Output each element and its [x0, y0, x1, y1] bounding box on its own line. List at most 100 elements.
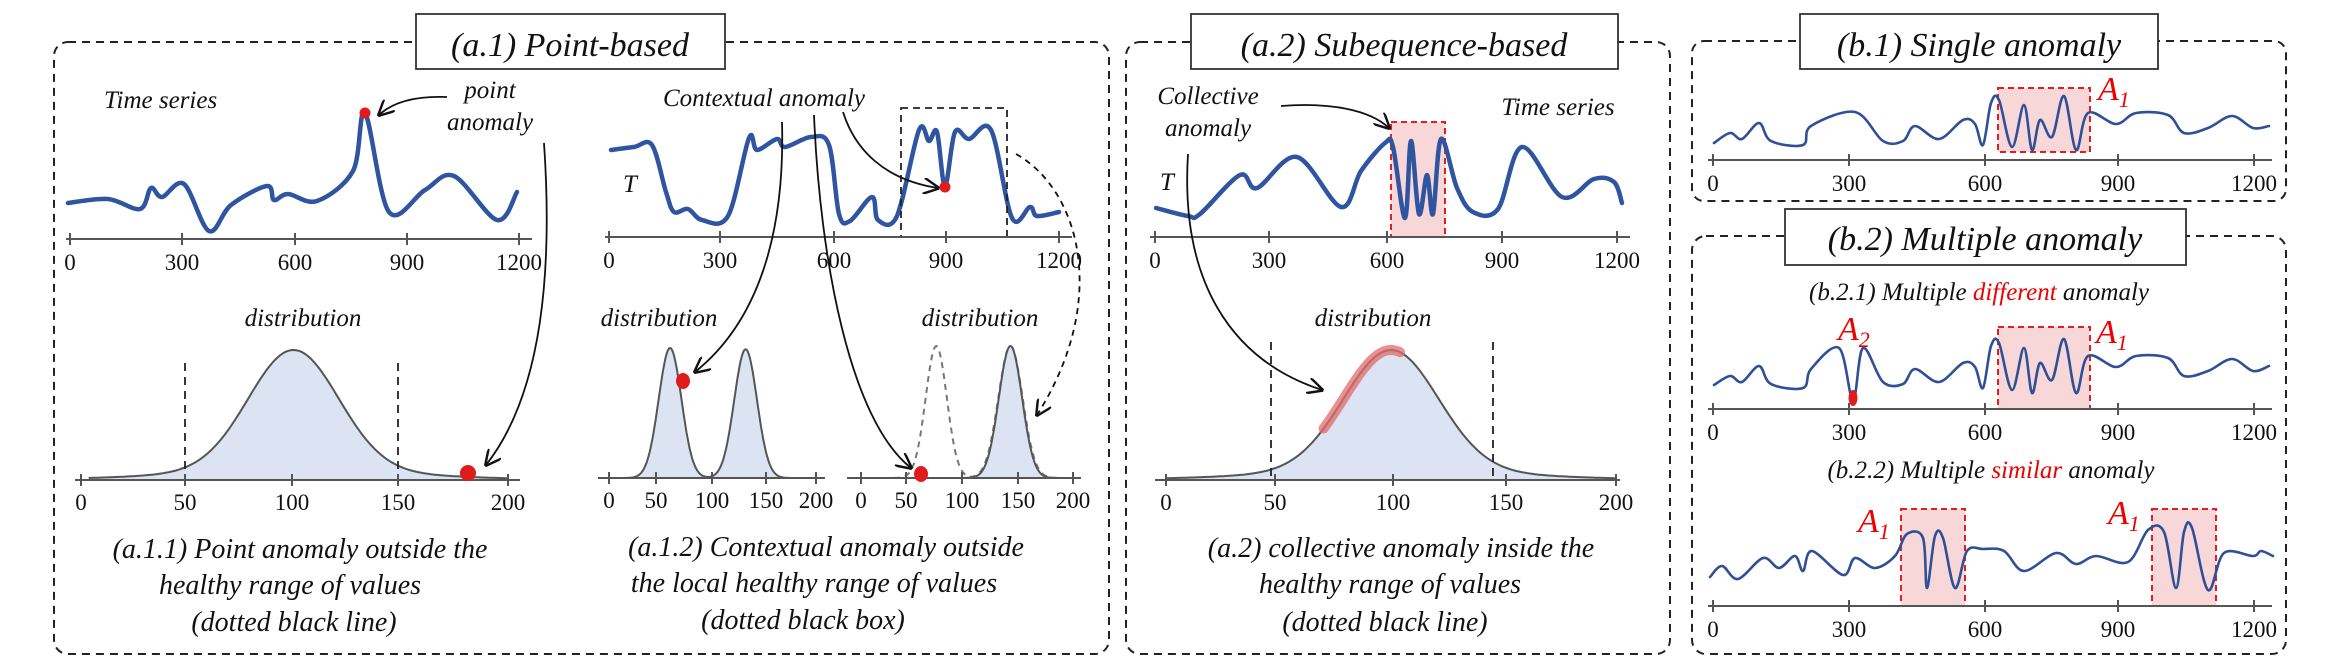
time-series-line: [65, 110, 520, 234]
axis-tick-label: 0: [64, 250, 76, 275]
point-to-dist-arrow: [486, 142, 548, 465]
time-axis: 0 300 600 900 1200: [1707, 403, 2277, 445]
axis-tick-label: 1200: [1594, 248, 1640, 273]
axis-tick-label: 100: [695, 488, 730, 513]
anomaly-label-a1: A1: [2094, 314, 2128, 355]
point-anomaly-dist-marker: [460, 465, 476, 481]
caption-a2-line3: (dotted black line): [1282, 607, 1487, 638]
axis-tick-label: 150: [1489, 490, 1524, 515]
distribution-label-right: distribution: [922, 305, 1039, 332]
caption-a12-line1: (a.1.2) Contextual anomaly outside: [628, 532, 1024, 563]
axis-tick-label: 150: [749, 488, 784, 513]
contextual-time-series-line: [608, 123, 1062, 228]
time-axis: 0 300 600 900 1200: [1149, 231, 1640, 273]
expected-distribution-curve: [861, 344, 1073, 479]
axis-tick-label: 150: [381, 490, 416, 515]
panel-a2-title: (a.2) Subequence-based: [1241, 27, 1569, 64]
axis-tick-label: 900: [390, 250, 425, 275]
axis-tick-label: 150: [1001, 488, 1036, 513]
point-anomaly-label-1: point: [462, 77, 516, 104]
axis-tick-label: 900: [2101, 617, 2136, 642]
caption-a12-line2: the local healthy range of values: [631, 568, 997, 599]
axis-tick-label: 900: [929, 248, 964, 273]
point-anomaly-label-2: anomaly: [447, 109, 534, 136]
axis-tick-label: 300: [1832, 617, 1867, 642]
anomaly-label-a1-second: A1: [2106, 495, 2140, 536]
distribution-curve: [88, 348, 509, 481]
caption-a12-line3: (dotted black box): [701, 605, 905, 636]
axis-tick-label: 0: [855, 488, 867, 513]
axis-tick-label: 1200: [1036, 248, 1082, 273]
axis-tick-label: 50: [895, 488, 918, 513]
axis-tick-label: 1200: [2231, 617, 2277, 642]
collective-anomaly-label-2: anomaly: [1165, 115, 1252, 142]
local-distribution-curve: [961, 344, 1073, 479]
axis-tick-label: 600: [1968, 617, 2003, 642]
collective-to-dist-arrow: [1186, 153, 1322, 390]
axis-tick-label: 900: [1485, 248, 1520, 273]
axis-tick-label: 200: [1056, 488, 1091, 513]
collective-range-highlight: [1318, 344, 1405, 434]
caption-a11-line1: (a.1.1) Point anomaly outside the: [113, 534, 488, 565]
panel-a1-title-box: [415, 13, 726, 70]
axis-tick-label: 0: [603, 488, 615, 513]
axis-tick-label: 1200: [496, 250, 542, 275]
distribution-label: distribution: [1315, 305, 1432, 332]
axis-tick-label: 900: [2101, 171, 2136, 196]
value-axis: 0 50 100 150 200: [1155, 474, 1633, 515]
axis-tick-label: 0: [1707, 617, 1719, 642]
time-series-similar-line: [1708, 521, 2275, 592]
series-t-label: T: [623, 171, 639, 198]
axis-tick-label: 0: [1707, 171, 1719, 196]
panel-b1-single-anomaly: (b.1) Single anomaly A1 0 300 600 900 1200: [1691, 13, 2287, 202]
caption-a2-line1: (a.2) collective anomaly inside the: [1208, 533, 1594, 564]
anomaly-label-a2: A2: [1836, 311, 1870, 352]
panel-b1-title-box: [1799, 13, 2159, 70]
time-axis: 0 300 600 900 1200: [64, 233, 542, 275]
global-distribution-curve: [614, 346, 816, 479]
series-t-label: T: [1160, 169, 1176, 196]
point-anomaly-marker: [359, 107, 371, 119]
value-axis: 0 50 100 150 200: [847, 472, 1090, 513]
distribution-curve: [1165, 348, 1617, 481]
anomaly-label-a1: A1: [2096, 71, 2130, 112]
panel-a2-subsequence-based: (a.2) Subequence-based Collective anomal…: [1125, 13, 1671, 655]
b21-label: (b.2.1) Multiple different anomaly: [1809, 279, 2150, 306]
contextual-dist-marker-left: [676, 373, 690, 389]
value-axis: 0 50 100 150 200: [75, 474, 525, 515]
anomaly-box-a1-second: [2151, 508, 2217, 607]
time-series-line: [1712, 94, 2271, 152]
axis-tick-label: 0: [1707, 420, 1719, 445]
axis-tick-label: 200: [1599, 490, 1634, 515]
collective-time-series-line: [1153, 136, 1625, 221]
distribution-label-left: distribution: [601, 305, 718, 332]
axis-tick-label: 1200: [2231, 171, 2277, 196]
axis-tick-label: 300: [1832, 420, 1867, 445]
axis-tick-label: 1200: [2231, 420, 2277, 445]
panel-a2-title-box: [1190, 13, 1619, 70]
axis-tick-label: 300: [165, 250, 200, 275]
axis-tick-label: 200: [799, 488, 834, 513]
axis-tick-label: 100: [1376, 490, 1411, 515]
b22-label: (b.2.2) Multiple similar anomaly: [1827, 457, 2155, 484]
axis-tick-label: 50: [174, 490, 197, 515]
point-anomaly-marker-a2: [1848, 390, 1858, 406]
context-arrow-left: [695, 121, 784, 372]
point-anomaly-arrow: [379, 95, 448, 115]
axis-tick-label: 200: [491, 490, 526, 515]
time-axis: 0 300 600 900 1200: [1707, 154, 2277, 196]
caption-a11-line2: healthy range of values: [159, 570, 421, 601]
axis-tick-label: 300: [1832, 171, 1867, 196]
axis-tick-label: 300: [703, 248, 738, 273]
axis-tick-label: 100: [275, 490, 310, 515]
axis-tick-label: 0: [1149, 248, 1161, 273]
caption-a11-line3: (dotted black line): [191, 607, 396, 638]
window-distribution-arrow: [1015, 153, 1081, 415]
panel-b2-multiple-anomaly: (b.2) Multiple anomaly (b.2.1) Multiple …: [1691, 208, 2287, 655]
context-arrow-right: [813, 114, 911, 468]
axis-tick-label: 100: [945, 488, 980, 513]
axis-tick-label: 600: [1968, 171, 2003, 196]
collective-anomaly-label-1: Collective: [1157, 83, 1258, 110]
axis-tick-label: 0: [1160, 490, 1172, 515]
